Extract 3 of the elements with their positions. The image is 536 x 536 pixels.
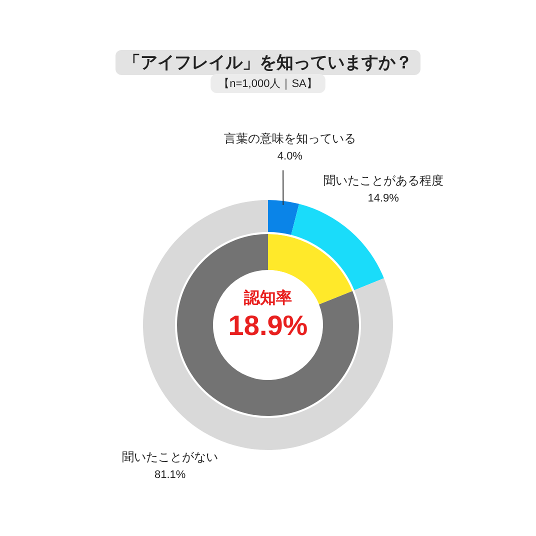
center-label: 認知率 18.9% bbox=[228, 290, 308, 341]
chart-title: 「アイフレイル」を知っていますか？ bbox=[124, 53, 412, 72]
chart-subtitle: 【n=1,000人｜SA】 bbox=[218, 77, 318, 90]
